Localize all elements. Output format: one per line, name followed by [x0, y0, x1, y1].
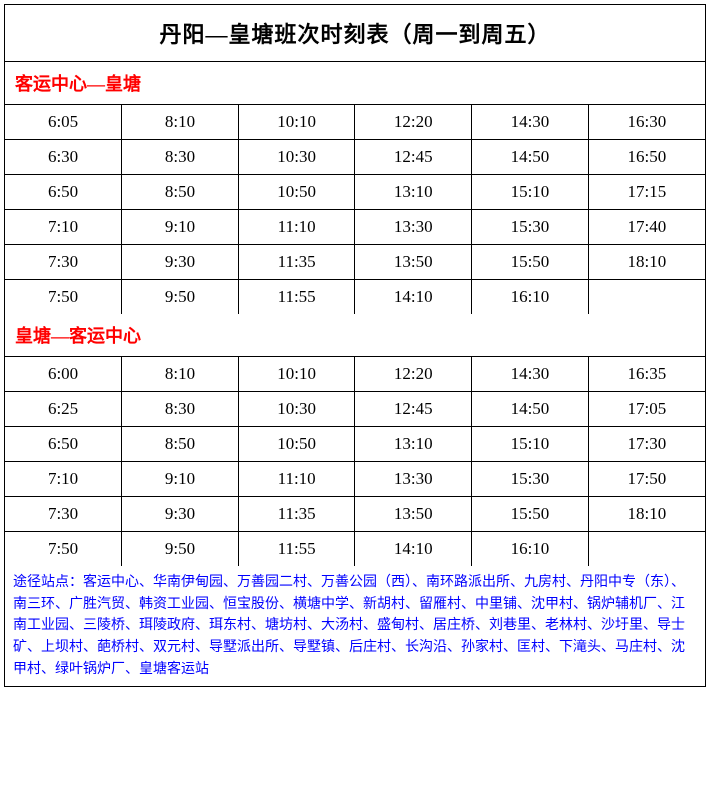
- time-cell: 7:50: [5, 532, 122, 567]
- time-cell: 11:10: [238, 462, 355, 497]
- time-cell: 6:00: [5, 357, 122, 392]
- time-cell: 9:30: [122, 245, 239, 280]
- time-cell: 12:45: [355, 392, 472, 427]
- section2-header: 皇塘—客运中心: [5, 314, 705, 357]
- time-cell: 17:05: [588, 392, 705, 427]
- time-cell: 17:40: [588, 210, 705, 245]
- time-cell: 9:50: [122, 280, 239, 315]
- time-cell: 13:50: [355, 245, 472, 280]
- time-cell: 13:30: [355, 210, 472, 245]
- time-cell: 15:50: [472, 497, 589, 532]
- time-cell: 17:30: [588, 427, 705, 462]
- time-cell: 16:10: [472, 532, 589, 567]
- section1-table: 6:058:1010:1012:2014:3016:30 6:308:3010:3…: [5, 105, 705, 314]
- time-cell: 18:10: [588, 497, 705, 532]
- time-cell: 8:30: [122, 140, 239, 175]
- time-cell: 17:50: [588, 462, 705, 497]
- time-cell: 11:55: [238, 532, 355, 567]
- time-cell: 9:10: [122, 210, 239, 245]
- time-cell: 15:10: [472, 175, 589, 210]
- time-cell: 11:10: [238, 210, 355, 245]
- time-cell: 14:50: [472, 392, 589, 427]
- time-cell: 6:05: [5, 105, 122, 140]
- time-cell: 17:15: [588, 175, 705, 210]
- time-cell: [588, 532, 705, 567]
- time-cell: 18:10: [588, 245, 705, 280]
- time-cell: 9:30: [122, 497, 239, 532]
- time-cell: 14:10: [355, 532, 472, 567]
- time-cell: 11:55: [238, 280, 355, 315]
- time-cell: 8:50: [122, 427, 239, 462]
- time-cell: 8:10: [122, 105, 239, 140]
- time-cell: 6:30: [5, 140, 122, 175]
- time-cell: 10:50: [238, 427, 355, 462]
- time-cell: 16:10: [472, 280, 589, 315]
- time-cell: 12:20: [355, 357, 472, 392]
- time-cell: 8:10: [122, 357, 239, 392]
- time-cell: 8:50: [122, 175, 239, 210]
- time-cell: 14:10: [355, 280, 472, 315]
- time-cell: 6:25: [5, 392, 122, 427]
- time-cell: 11:35: [238, 245, 355, 280]
- section2-table: 6:008:1010:1012:2014:3016:35 6:258:3010:3…: [5, 357, 705, 566]
- time-cell: 15:30: [472, 462, 589, 497]
- time-cell: 7:30: [5, 245, 122, 280]
- time-cell: 14:50: [472, 140, 589, 175]
- time-cell: 13:10: [355, 175, 472, 210]
- time-cell: 11:35: [238, 497, 355, 532]
- time-cell: 8:30: [122, 392, 239, 427]
- page-title: 丹阳—皇塘班次时刻表（周一到周五）: [5, 5, 705, 62]
- time-cell: 16:50: [588, 140, 705, 175]
- time-cell: 9:10: [122, 462, 239, 497]
- time-cell: 7:10: [5, 462, 122, 497]
- time-cell: 13:10: [355, 427, 472, 462]
- time-cell: 15:50: [472, 245, 589, 280]
- time-cell: 10:10: [238, 105, 355, 140]
- time-cell: 10:30: [238, 140, 355, 175]
- time-cell: 10:10: [238, 357, 355, 392]
- time-cell: 15:30: [472, 210, 589, 245]
- time-cell: 10:50: [238, 175, 355, 210]
- time-cell: 7:50: [5, 280, 122, 315]
- timetable-container: 丹阳—皇塘班次时刻表（周一到周五） 客运中心—皇塘 6:058:1010:101…: [4, 4, 706, 687]
- footer-note: 途径站点：客运中心、华南伊甸园、万善园二村、万善公园（西）、南环路派出所、九房村…: [5, 566, 705, 686]
- time-cell: 13:50: [355, 497, 472, 532]
- time-cell: 6:50: [5, 427, 122, 462]
- time-cell: 9:50: [122, 532, 239, 567]
- section1-header: 客运中心—皇塘: [5, 62, 705, 105]
- time-cell: 12:45: [355, 140, 472, 175]
- time-cell: 6:50: [5, 175, 122, 210]
- time-cell: 16:30: [588, 105, 705, 140]
- time-cell: 15:10: [472, 427, 589, 462]
- time-cell: 16:35: [588, 357, 705, 392]
- time-cell: 14:30: [472, 105, 589, 140]
- time-cell: 14:30: [472, 357, 589, 392]
- time-cell: 7:10: [5, 210, 122, 245]
- time-cell: 10:30: [238, 392, 355, 427]
- time-cell: [588, 280, 705, 315]
- time-cell: 12:20: [355, 105, 472, 140]
- time-cell: 13:30: [355, 462, 472, 497]
- time-cell: 7:30: [5, 497, 122, 532]
